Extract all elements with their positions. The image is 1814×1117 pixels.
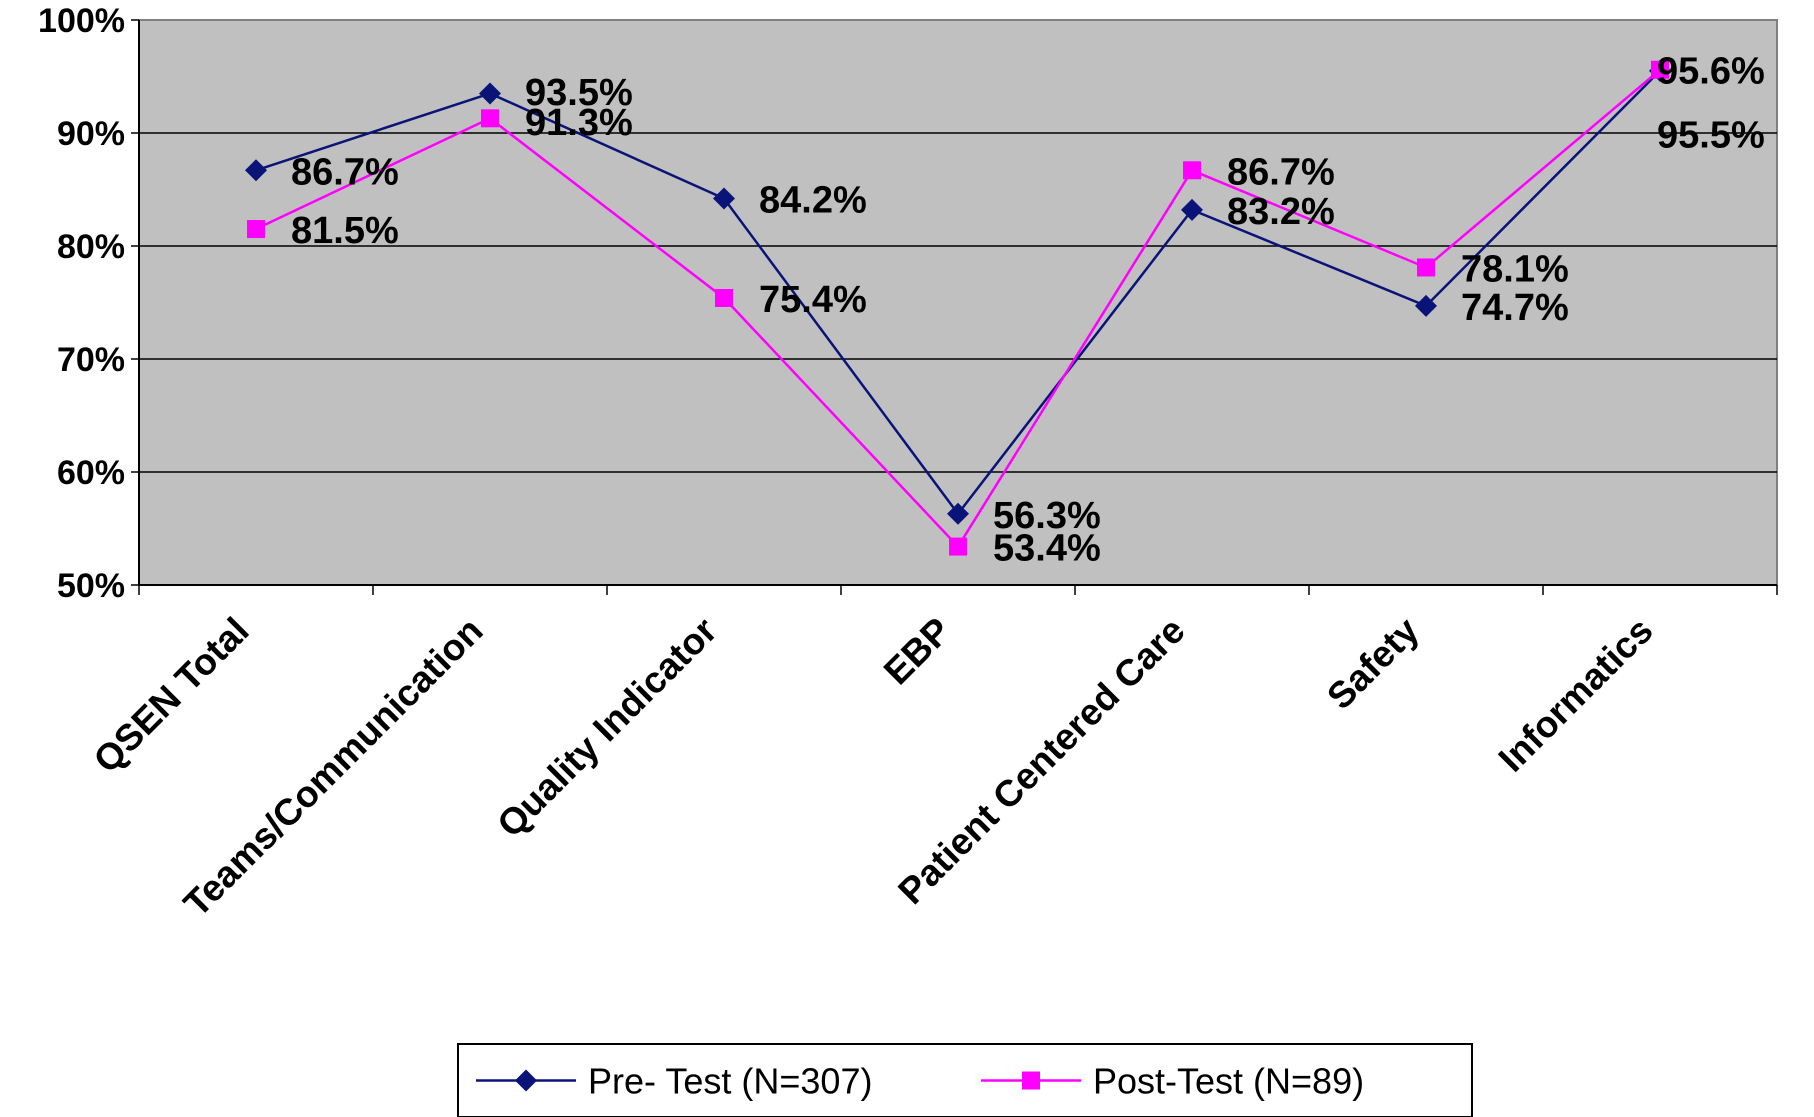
data-label-pre-test: 56.3%	[993, 495, 1101, 537]
data-label-pre-test: 84.2%	[759, 180, 867, 222]
legend-label: Pre- Test (N=307)	[588, 1061, 872, 1102]
data-point-diamond	[713, 187, 735, 210]
data-point-square	[1183, 161, 1201, 180]
data-label-post-test: 95.6%	[1657, 51, 1765, 93]
y-tick-label: 80%	[57, 228, 125, 266]
data-label-post-test: 78.1%	[1461, 248, 1569, 290]
legend-label: Post-Test (N=89)	[1093, 1061, 1364, 1102]
data-label-pre-test: 95.5%	[1657, 115, 1765, 157]
data-label-post-test: 91.3%	[525, 102, 633, 144]
axes	[138, 20, 1777, 586]
y-axis-ticks: 50% 60% 70% 80% 90% 100%	[38, 2, 139, 605]
data-label-post-test: 86.7%	[1227, 151, 1335, 193]
data-point-diamond	[1415, 294, 1437, 317]
data-label-pre-test: 74.7%	[1461, 287, 1569, 329]
data-label-post-test: 81.5%	[291, 210, 399, 252]
x-tick-label: Quality Indicator	[489, 610, 724, 845]
y-tick-label: 90%	[57, 115, 125, 153]
x-tick-label: EBP	[876, 610, 959, 693]
data-label-pre-test: 86.7%	[291, 151, 399, 193]
data-point-diamond	[947, 502, 969, 525]
legend-box	[457, 1043, 1473, 1117]
data-point-square	[1651, 60, 1669, 79]
y-tick-label: 70%	[57, 341, 125, 379]
y-tick-label: 60%	[57, 454, 125, 492]
y-tick-label: 50%	[57, 567, 125, 605]
data-point-diamond	[479, 82, 501, 105]
data-label-pre-test: 83.2%	[1227, 191, 1335, 233]
y-tick-label: 100%	[38, 2, 125, 40]
data-point-diamond	[245, 159, 267, 182]
x-tick-label: Informatics	[1491, 610, 1661, 780]
data-point-diamond	[1181, 198, 1203, 221]
data-point-square	[715, 288, 733, 307]
x-tick-label: Safety	[1319, 609, 1427, 717]
legend-marker-diamond	[515, 1069, 537, 1092]
data-label-post-test: 75.4%	[759, 279, 867, 321]
data-point-square	[247, 220, 265, 239]
series-layer	[245, 59, 1671, 556]
gridlines	[139, 132, 1777, 473]
data-label-post-test: 53.4%	[993, 528, 1101, 570]
data-label-pre-test: 93.5%	[525, 72, 633, 114]
data-labels: 86.7% 81.5% 93.5%91.3% 84.2% 75.4% 56.3%53.4%…	[291, 51, 1765, 570]
legend-marker-square	[1022, 1071, 1040, 1090]
data-point-square	[481, 109, 499, 128]
data-point-square	[949, 537, 967, 556]
plot-area	[138, 19, 1778, 586]
data-point-square	[1417, 258, 1435, 277]
x-tick-label: QSEN Total	[86, 610, 257, 781]
legend: Pre- Test (N=307) Post-Test (N=89)	[457, 1043, 1473, 1117]
